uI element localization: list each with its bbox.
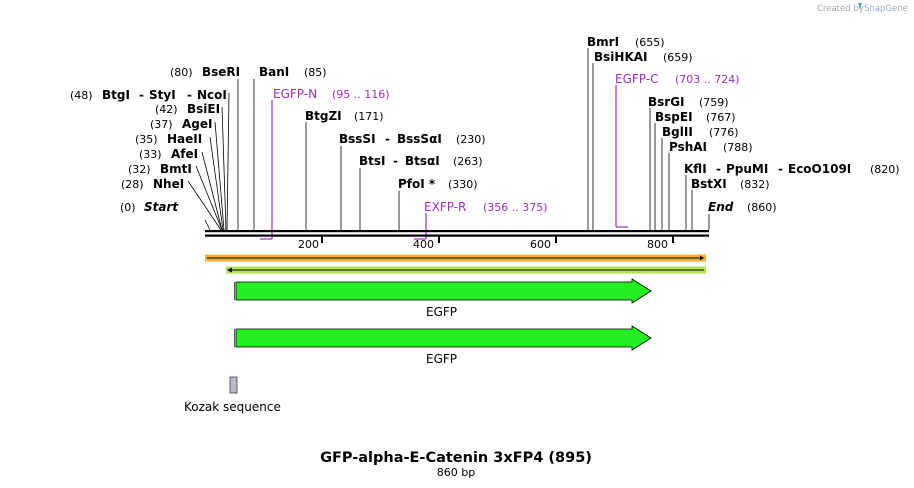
kfli-pos: (820) <box>870 163 900 176</box>
ruler-tick-800 <box>672 236 674 243</box>
bmti-pos: (32) <box>128 163 151 176</box>
kfli-label[interactable]: KflI <box>684 162 707 176</box>
bsssi-label[interactable]: BssSI <box>339 132 376 146</box>
leader-bmti <box>195 165 223 231</box>
bseri-label[interactable]: BseRI <box>202 65 240 79</box>
leader-start <box>204 219 211 231</box>
bmri-label[interactable]: BmrI <box>587 35 619 49</box>
primer-egfpn-range: (95 .. 116) <box>332 88 390 101</box>
bstxi-pos: (832) <box>740 178 770 191</box>
bsiei-pos: (42) <box>155 103 178 116</box>
snapgene-logo-icon <box>858 3 862 10</box>
enzyme-leader-lines <box>187 48 710 231</box>
feature-kozak-label: Kozak sequence <box>184 400 281 414</box>
start-label: Start <box>144 200 179 214</box>
ruler-label-400: 400 <box>413 238 434 251</box>
bsihkai-label[interactable]: BsiHKAI <box>594 50 648 64</box>
pfoi-pos: (330) <box>448 178 478 191</box>
bsiei-label[interactable]: BsiEI <box>187 102 220 116</box>
kfli-sep-2: - <box>778 162 783 176</box>
btsi-sep: - <box>393 154 398 168</box>
ruler-label-800: 800 <box>647 238 668 251</box>
ruler-tick-200 <box>321 236 323 243</box>
primer-egfpc-range: (703 .. 724) <box>675 73 740 86</box>
pshai-pos: (788) <box>723 141 753 154</box>
pfoi-label[interactable]: PfoI * <box>398 177 436 191</box>
btsi-pos: (263) <box>453 155 483 168</box>
credit-brand: SnapGene <box>864 4 908 14</box>
leader-agei <box>214 121 225 231</box>
orange-range-bar[interactable] <box>205 254 706 262</box>
bspei-label[interactable]: BspEI <box>655 110 693 124</box>
primer-exfpr-label[interactable]: EXFP-R <box>424 200 466 214</box>
ruler: 200 400 600 800 <box>298 236 674 251</box>
btsai-label[interactable]: BtsαI <box>405 154 440 168</box>
dna-strand-top <box>205 230 709 233</box>
eco-label[interactable]: EcoO109I <box>788 162 851 176</box>
dna-strand-bottom <box>205 234 709 237</box>
bani-pos: (85) <box>304 66 327 79</box>
bsssi-pos: (230) <box>456 133 486 146</box>
kfli-sep-1: - <box>716 162 721 176</box>
bani-label[interactable]: BanI <box>259 65 289 79</box>
end-pos: (860) <box>747 201 777 214</box>
feature-egfp-1-label: EGFP <box>426 305 457 319</box>
bsrgi-pos: (759) <box>699 96 729 109</box>
primer-exfpr-range: (356 .. 375) <box>483 201 548 214</box>
afei-pos: (33) <box>139 148 162 161</box>
btgi-sep-1: - <box>139 88 144 102</box>
primer-egfpc-label[interactable]: EGFP-C <box>615 72 658 86</box>
haeii-pos: (35) <box>135 133 158 146</box>
bglii-label[interactable]: BglII <box>662 125 693 139</box>
sequence-title: GFP-alpha-E-Catenin 3xFP4 (895) <box>320 450 592 466</box>
bglii-pos: (776) <box>709 126 739 139</box>
bsrgi-label[interactable]: BsrGI <box>648 95 685 109</box>
bspei-pos: (767) <box>706 111 736 124</box>
leader-btgi <box>226 92 230 231</box>
leader-nhei <box>187 180 222 231</box>
bstxi-label[interactable]: BstXI <box>691 177 727 191</box>
leader-bsiei <box>221 106 227 231</box>
bsssai-label[interactable]: BssSαI <box>397 132 442 146</box>
afei-label[interactable]: AfeI <box>171 147 198 161</box>
end-label: End <box>708 200 734 214</box>
primer-egfpn-label[interactable]: EGFP-N <box>273 87 317 101</box>
feature-egfp-2-label: EGFP <box>426 352 457 366</box>
sequence-length: 860 bp <box>437 466 475 479</box>
feature-kozak[interactable] <box>229 376 238 394</box>
ruler-label-200: 200 <box>298 238 319 251</box>
agei-label[interactable]: AgeI <box>182 117 212 131</box>
btgzi-label[interactable]: BtgZI <box>305 109 342 123</box>
ppumi-label[interactable]: PpuMI <box>726 162 768 176</box>
bmri-pos: (655) <box>635 36 665 49</box>
haeii-label[interactable]: HaeII <box>167 132 202 146</box>
btgi-label[interactable]: BtgI <box>102 88 130 102</box>
leader-haeii <box>209 136 224 231</box>
bsihkai-pos: (659) <box>663 51 693 64</box>
start-pos: (0) <box>120 201 136 214</box>
credit-prefix: Created by <box>817 4 864 14</box>
ncoi-label[interactable]: NcoI <box>197 88 227 102</box>
btsi-label[interactable]: BtsI <box>359 154 386 168</box>
ruler-tick-600 <box>555 236 557 243</box>
btgi-sep-2: - <box>187 88 192 102</box>
feature-egfp-1[interactable] <box>234 278 652 304</box>
btgzi-pos: (171) <box>354 110 384 123</box>
pshai-label[interactable]: PshAI <box>669 140 707 154</box>
bsssi-sep: - <box>385 132 390 146</box>
green-range-bar[interactable] <box>226 266 706 274</box>
ruler-label-600: 600 <box>530 238 551 251</box>
feature-egfp-2[interactable] <box>234 325 652 351</box>
nhei-label[interactable]: NheI <box>153 177 184 191</box>
styi-label[interactable]: StyI <box>149 88 176 102</box>
btgi-pos: (48) <box>70 89 93 102</box>
bseri-pos: (80) <box>170 66 193 79</box>
agei-pos: (37) <box>150 118 173 131</box>
bmti-label[interactable]: BmtI <box>160 162 192 176</box>
nhei-pos: (28) <box>121 178 144 191</box>
leader-afei <box>201 151 223 231</box>
ruler-tick-400 <box>438 236 440 243</box>
